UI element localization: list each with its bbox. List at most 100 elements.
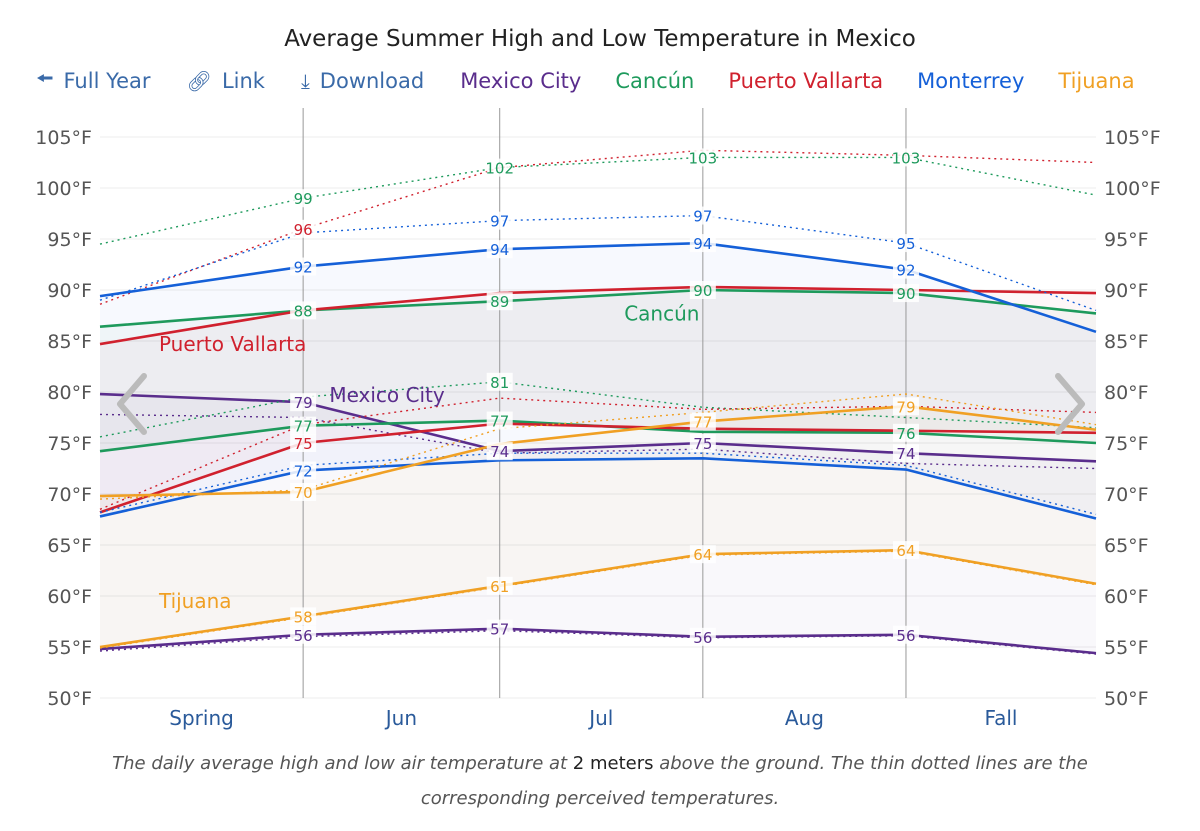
value-label-bg [689, 281, 716, 299]
series-line-high [99, 241, 1097, 334]
value-label: 96 [294, 221, 313, 239]
value-label: 90 [896, 285, 915, 303]
link-button[interactable]: 🔗︎ Link [187, 69, 265, 93]
value-label-bg [689, 206, 716, 225]
y-tick-label-left: 75°F [47, 433, 92, 455]
value-label: 81 [490, 374, 509, 392]
value-label-bg [689, 148, 716, 167]
value-label: 56 [294, 627, 313, 645]
full-year-label: Full Year [63, 69, 151, 93]
y-tick-label-left: 60°F [47, 586, 92, 608]
legend-monterrey[interactable]: Monterrey [917, 69, 1025, 93]
y-tick-label-right: 50°F [1104, 688, 1149, 710]
y-tick-label-left: 105°F [35, 127, 92, 149]
y-tick-label-right: 100°F [1104, 178, 1161, 200]
value-label-bg [892, 148, 919, 167]
link-label: Link [221, 69, 265, 93]
value-label-bg [290, 301, 317, 320]
series-line-low [99, 456, 1097, 520]
value-label: 61 [490, 578, 509, 596]
value-label: 74 [896, 445, 915, 463]
x-tick-label: Aug [785, 706, 824, 730]
next-button[interactable] [1050, 372, 1090, 436]
value-label-bg [689, 412, 716, 431]
value-label-bg [689, 434, 716, 452]
series-line-low [99, 627, 1097, 655]
value-label-bg [290, 416, 317, 435]
legend-cancun[interactable]: Cancún [615, 69, 695, 93]
toolbar: 🠘 Full Year 🔗︎ Link ⤓ Download Mexico Ci… [36, 64, 1180, 98]
chevron-left-icon [117, 373, 147, 435]
value-label: 64 [896, 542, 915, 560]
legend-tijuana[interactable]: Tijuana [1058, 69, 1135, 93]
value-label-bg [892, 260, 919, 279]
value-label: 99 [294, 190, 313, 208]
value-label: 70 [294, 484, 313, 502]
series-line-high-perceived [99, 149, 1097, 305]
value-label: 103 [892, 149, 921, 167]
y-tick-label-right: 85°F [1104, 331, 1149, 353]
y-tick-label-right: 90°F [1104, 280, 1149, 302]
caption-emphasis: 2 meters [572, 753, 654, 774]
y-tick-label-left: 90°F [47, 280, 92, 302]
value-label-bg [689, 545, 716, 564]
value-label: 79 [294, 394, 313, 412]
value-label-bg [290, 607, 317, 626]
y-tick-label-left: 65°F [47, 535, 92, 557]
link-icon: 🔗︎ [186, 69, 212, 93]
value-label-bg [689, 627, 716, 646]
value-label: 77 [294, 418, 313, 436]
y-tick-label-right: 60°F [1104, 586, 1149, 608]
series-line-high [99, 404, 1097, 498]
y-tick-label-left: 50°F [47, 688, 92, 710]
value-label-bg [892, 444, 919, 463]
value-label: 77 [490, 413, 509, 431]
chevron-right-icon [1055, 373, 1085, 435]
arrow-left-icon: 🠘 [36, 66, 54, 90]
series-line-high [99, 288, 1097, 329]
y-tick-label-left: 100°F [35, 178, 92, 200]
value-label-bg [486, 576, 513, 595]
y-tick-label-right: 75°F [1104, 433, 1149, 455]
series-line-high-perceived [99, 413, 1097, 470]
full-year-button[interactable]: 🠘 Full Year [36, 64, 151, 98]
value-label: 77 [693, 414, 712, 432]
download-icon: ⤓ [300, 69, 310, 93]
value-label-bg [892, 284, 919, 303]
value-label-bg [486, 292, 513, 311]
value-label-bg [290, 189, 317, 208]
y-tick-label-right: 65°F [1104, 535, 1149, 557]
value-label: 92 [294, 259, 313, 277]
value-label: 102 [485, 160, 514, 178]
series-line-high [99, 285, 1097, 346]
value-label-bg [892, 423, 919, 442]
x-tick-label: Jul [587, 706, 613, 730]
series-line-high [99, 392, 1097, 463]
value-label-bg [486, 240, 513, 259]
legend-mexico-city[interactable]: Mexico City [460, 69, 582, 93]
value-label-bg [290, 393, 317, 412]
value-label-bg [486, 442, 513, 461]
value-label-bg [290, 219, 317, 238]
y-tick-label-left: 55°F [47, 637, 92, 659]
value-label: 103 [689, 149, 718, 167]
value-label: 95 [896, 235, 915, 253]
value-label: 75 [294, 435, 313, 453]
series-line-low [99, 422, 1097, 514]
value-label: 64 [693, 546, 712, 564]
value-label: 74 [490, 443, 509, 461]
value-label: 56 [896, 627, 915, 645]
value-label: 76 [896, 425, 915, 443]
series-line-high-perceived [99, 156, 1097, 245]
series-name-label: Puerto Vallarta [159, 332, 306, 356]
download-button[interactable]: ⤓ Download [301, 69, 424, 93]
previous-button[interactable] [112, 372, 152, 436]
series-name-label: Tijuana [158, 589, 232, 613]
value-label-bg [892, 625, 919, 644]
legend-puerto-vallarta[interactable]: Puerto Vallarta [728, 69, 884, 93]
value-label-bg [290, 434, 317, 452]
x-tick-label: Jun [384, 706, 417, 730]
y-tick-label-left: 95°F [47, 229, 92, 251]
y-tick-label-right: 55°F [1104, 637, 1149, 659]
